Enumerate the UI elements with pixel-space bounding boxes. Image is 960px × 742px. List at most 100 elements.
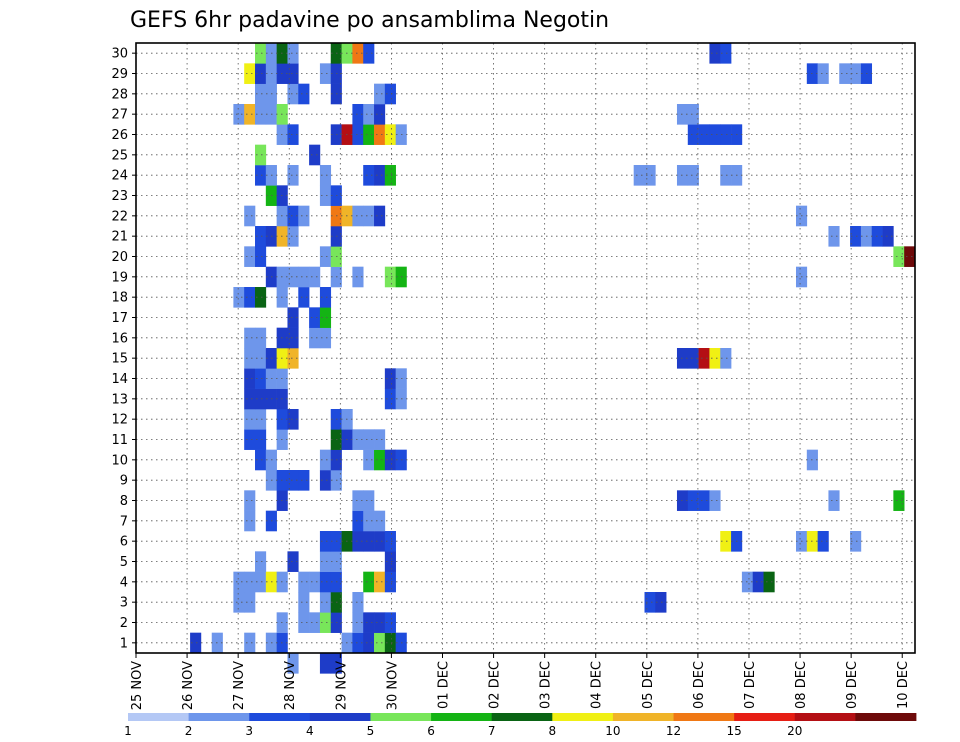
data-cell [352,490,364,511]
data-cell [709,490,721,511]
data-cell [233,287,245,308]
data-cell [255,43,267,64]
data-cell [352,429,364,450]
x-axis-ticks: 25 NOV 26 NOV 27 NOV 28 NOV 29 NOV 30 NOV 01 D… [130,653,911,710]
data-cell [374,510,386,532]
y-tick-label: 19 [111,270,128,285]
data-cell [363,124,375,145]
data-cell [255,409,267,430]
legend-swatch [612,713,674,721]
data-cell [363,165,375,186]
data-cell [287,83,299,105]
legend-swatch [370,713,432,721]
data-cell [319,185,332,206]
data-cell [255,327,267,349]
data-cell [319,612,332,633]
data-cell [255,144,267,166]
data-cell [720,165,732,186]
legend-label: 10 [605,724,620,738]
data-cell [244,388,256,410]
y-tick-label: 26 [111,128,128,143]
x-tick-label: 02 DEC [488,661,503,709]
data-cell [244,348,256,369]
data-cell [244,632,256,654]
data-cell [698,124,710,145]
y-tick-label: 23 [111,189,128,204]
data-cell [309,144,321,166]
data-cell [298,83,310,105]
y-tick-label: 8 [120,494,128,509]
legend-label: 3 [245,724,253,738]
y-tick-label: 30 [111,47,128,62]
data-cell [255,449,267,471]
data-cell [352,104,364,125]
data-cell [287,63,299,84]
data-cell [374,531,386,552]
data-cell [255,368,267,389]
legend-swatch [249,713,311,721]
data-cell [850,226,862,247]
legend-label: 12 [666,724,681,738]
data-cell [687,104,699,125]
data-cell [255,104,267,125]
data-cell [374,632,386,654]
data-cell [374,429,386,450]
data-cell [233,104,245,125]
data-cell [352,592,364,613]
data-cell [287,409,299,430]
data-cell [384,368,396,389]
data-cell [655,592,667,613]
legend-swatch [128,713,190,721]
data-cell [893,490,905,511]
data-cell [384,83,396,105]
y-tick-label: 14 [111,372,128,387]
data-cell [698,490,710,511]
data-cell [363,571,375,593]
data-cell [319,327,332,349]
data-cell [287,327,299,349]
data-cell [763,571,775,593]
x-tick-label: 07 DEC [743,661,758,709]
x-tick-label: 10 DEC [896,661,911,709]
data-cell [363,43,375,64]
data-cell [384,388,396,410]
data-cell [244,592,256,613]
data-cell [374,205,386,227]
legend-swatch [673,713,735,721]
x-tick-label: 30 NOV [385,661,400,710]
x-tick-label: 09 DEC [845,661,860,709]
data-cell [298,470,310,491]
data-cell [309,612,321,633]
data-cell [319,571,332,593]
data-cell [319,592,332,613]
data-cell [709,43,721,64]
data-cell [384,632,396,654]
data-cell [817,531,829,552]
data-cell [839,63,851,84]
data-cell [352,205,364,227]
data-cell [352,632,364,654]
x-tick-label: 25 NOV [130,661,145,710]
data-cell [709,348,721,369]
data-cell [255,429,267,450]
data-cell [363,632,375,654]
data-cell [319,246,332,267]
data-cell [363,104,375,125]
x-tick-label: 01 DEC [436,661,451,709]
data-cell [319,551,332,572]
y-tick-label: 24 [111,169,128,184]
data-cell [233,592,245,613]
y-tick-label: 10 [111,453,128,468]
data-cell [255,246,267,267]
data-cell [352,43,364,64]
data-cell [255,348,267,369]
data-cell [752,571,764,593]
data-cell [287,348,299,369]
data-cell [352,266,364,288]
legend-label: 1 [124,724,132,738]
data-cell [828,490,840,511]
data-cell [287,551,299,572]
data-cell [374,571,386,593]
data-cell [244,429,256,450]
